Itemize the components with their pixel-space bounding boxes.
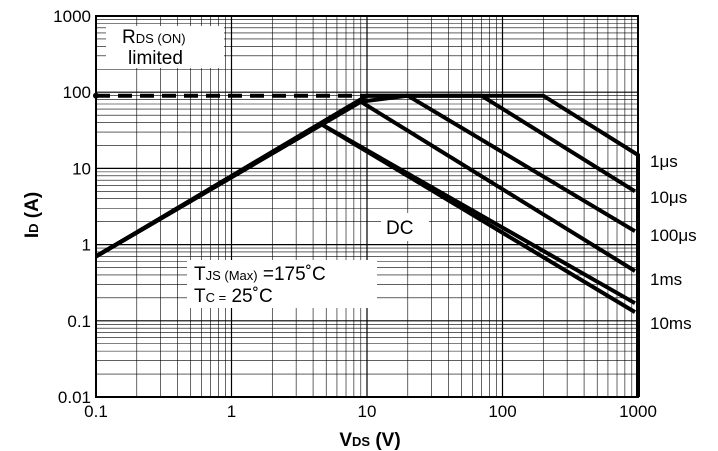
x-tick-label: 10 xyxy=(358,402,377,421)
curve-label: 10ms xyxy=(650,314,692,333)
y-tick-label: 1000 xyxy=(53,7,91,26)
curve-label-background xyxy=(648,225,699,246)
y-axis-label-unit: (A) xyxy=(22,192,43,224)
curve-label: 10μs xyxy=(650,188,687,207)
series-layer xyxy=(93,92,640,397)
series-line-dc xyxy=(94,121,637,314)
y-axis-label-sub: D xyxy=(26,223,41,232)
x-tick-label: 0.1 xyxy=(84,402,108,421)
y-tick-labels: 0.01 0.1 1 10 100 1000 xyxy=(53,7,91,407)
tc-condition: TC = 25˚C xyxy=(194,286,273,307)
y-tick-label: 0.1 xyxy=(67,312,91,331)
curve-label-background xyxy=(648,313,694,334)
dc-label: DC xyxy=(386,218,413,239)
dc-annotation: DC xyxy=(381,213,429,241)
rds-label-background xyxy=(106,26,224,68)
rds-label-main: R xyxy=(122,27,136,48)
y-axis-label-main: I xyxy=(22,233,43,238)
x-tick-label: 100 xyxy=(488,402,516,421)
y-tick-label: 10 xyxy=(72,159,91,178)
curve-label-background xyxy=(648,151,680,172)
curve-label: 1μs xyxy=(650,152,678,171)
rds-limited-annotation: RDS (ON) limited xyxy=(106,26,224,69)
tjs-main: T xyxy=(194,264,206,285)
dc-label-background xyxy=(381,213,429,241)
conditions-background xyxy=(187,260,377,308)
curve-label-background xyxy=(648,187,690,208)
rds-label-line1: RDS (ON) xyxy=(122,27,186,48)
tc-sub: C = xyxy=(206,290,227,305)
tjs-value: =175˚C xyxy=(258,264,326,285)
curve-label: 1ms xyxy=(650,270,682,289)
x-tick-label: 1000 xyxy=(619,402,657,421)
x-tick-labels: 0.1 1 10 100 1000 xyxy=(84,402,657,421)
rds-label-line2: limited xyxy=(128,48,183,69)
tc-main: T xyxy=(194,286,206,307)
rds-label-sub: DS (ON) xyxy=(136,31,186,46)
x-axis-label-sub: DS xyxy=(352,434,370,449)
y-tick-label: 1 xyxy=(82,236,91,255)
x-axis-label: VDS (V) xyxy=(339,430,400,451)
x-axis-label-main: V xyxy=(339,430,352,451)
curve-labels: 1μs 10μs 100μs 1ms 10ms xyxy=(648,151,699,334)
y-tick-label: 0.01 xyxy=(58,388,91,407)
conditions-annotation: TJS (Max) =175˚C TC = 25˚C xyxy=(187,260,377,308)
curve-label-background xyxy=(648,269,685,290)
tjs-condition: TJS (Max) =175˚C xyxy=(194,264,326,285)
y-tick-label: 100 xyxy=(63,83,91,102)
curve-label: 100μs xyxy=(650,226,697,245)
tjs-sub: JS (Max) xyxy=(206,268,258,283)
tc-value: 25˚C xyxy=(226,286,272,307)
y-axis-label: ID (A) xyxy=(22,192,43,238)
x-tick-label: 1 xyxy=(227,402,236,421)
x-axis-label-unit: (V) xyxy=(370,430,401,451)
plot-frame xyxy=(95,15,639,398)
